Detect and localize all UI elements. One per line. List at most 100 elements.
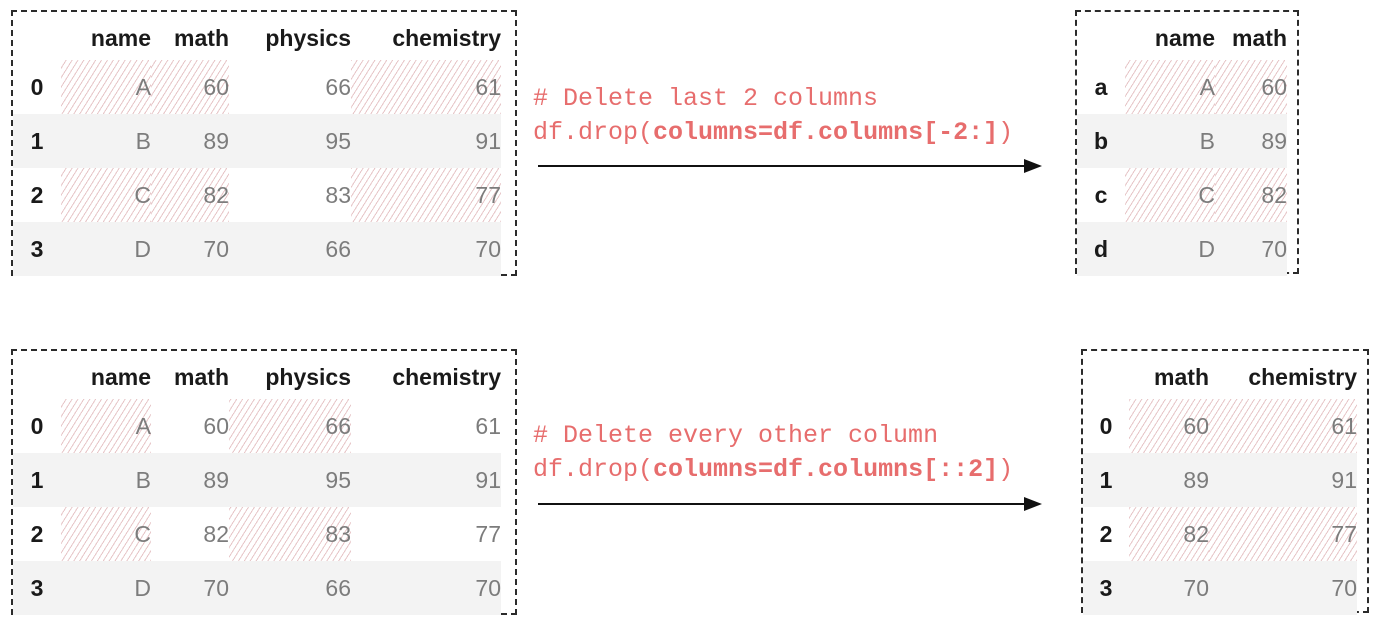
index-header xyxy=(13,355,61,399)
cell-name: D xyxy=(1198,235,1215,262)
index-header xyxy=(1083,355,1129,399)
code-comment: # Delete every other column xyxy=(533,421,939,450)
cell-math: 70 xyxy=(1183,574,1209,601)
cell-chemistry: 70 xyxy=(475,574,501,601)
cell-name: B xyxy=(135,466,151,493)
dataframe-after-2: math chemistry 0 60 61 1 89 91 2 82 77 3 xyxy=(1081,349,1369,615)
cell-name: D xyxy=(134,574,151,601)
code-call-args: columns=df.columns[-2:] xyxy=(653,118,999,147)
row-index: 2 xyxy=(30,181,44,208)
dataframe-before-1: name math physics chemistry 0 A 60 66 61… xyxy=(11,10,517,276)
table-before-2: name math physics chemistry 0 A 60 66 61… xyxy=(13,355,501,615)
table-row: 1 89 91 xyxy=(1083,453,1357,507)
cell-chemistry: 61 xyxy=(475,73,501,100)
table-after-2: math chemistry 0 60 61 1 89 91 2 82 77 3 xyxy=(1083,355,1357,615)
cell-physics: 66 xyxy=(325,235,351,262)
table-row: a A 60 xyxy=(1077,60,1287,114)
cell-chemistry: 70 xyxy=(475,235,501,262)
row-index: 3 xyxy=(1083,561,1129,615)
code-comment: # Delete last 2 columns xyxy=(533,84,879,113)
dataframe-after-1: name math a A 60 b B 89 c C 82 d D xyxy=(1075,10,1299,276)
cell-math: 60 xyxy=(203,73,229,100)
cell-chemistry: 77 xyxy=(475,181,501,208)
cell-name: C xyxy=(134,520,151,547)
row-index: a xyxy=(1094,73,1108,100)
cell-name: B xyxy=(1199,127,1215,154)
table-row: 2 C 82 83 77 xyxy=(13,168,501,222)
table-row: 3 D 70 66 70 xyxy=(13,561,501,615)
index-header xyxy=(13,16,61,60)
cell-chemistry: 70 xyxy=(1331,574,1357,601)
cell-physics: 66 xyxy=(325,412,351,439)
column-header-chemistry: chemistry xyxy=(392,24,501,51)
column-header-chemistry: chemistry xyxy=(1248,363,1357,390)
cell-math: 89 xyxy=(203,127,229,154)
arrow-right-icon xyxy=(538,159,1042,173)
table-before-1: name math physics chemistry 0 A 60 66 61… xyxy=(13,16,501,276)
index-header xyxy=(1077,16,1125,60)
column-header-name: name xyxy=(90,363,151,390)
column-header-chemistry: chemistry xyxy=(392,363,501,390)
cell-chemistry: 91 xyxy=(1331,466,1357,493)
table-after-1: name math a A 60 b B 89 c C 82 d D xyxy=(1077,16,1287,276)
table-row: 0 A 60 66 61 xyxy=(13,60,501,114)
row-index: 0 xyxy=(30,412,44,439)
row-index: 3 xyxy=(13,561,61,615)
cell-math: 82 xyxy=(1183,520,1209,547)
cell-name: C xyxy=(1198,181,1215,208)
cell-math: 82 xyxy=(1261,181,1287,208)
column-header-name: name xyxy=(1154,24,1215,51)
column-header-math: math xyxy=(174,363,229,390)
cell-name: C xyxy=(134,181,151,208)
code-call-args: columns=df.columns[::2] xyxy=(653,455,999,484)
cell-math: 60 xyxy=(1261,73,1287,100)
row-index: 2 xyxy=(30,520,44,547)
table-row: 1 B 89 95 91 xyxy=(13,114,501,168)
header-row: name math xyxy=(1077,16,1287,60)
column-header-math: math xyxy=(174,24,229,51)
cell-physics: 66 xyxy=(325,73,351,100)
cell-chemistry: 91 xyxy=(475,466,501,493)
cell-math: 82 xyxy=(203,181,229,208)
row-index: c xyxy=(1094,181,1108,208)
table-row: 0 A 60 66 61 xyxy=(13,399,501,453)
table-row: c C 82 xyxy=(1077,168,1287,222)
code-snippet-1: # Delete last 2 columns df.drop(columns=… xyxy=(533,82,1013,150)
row-index: 3 xyxy=(13,222,61,276)
cell-math: 89 xyxy=(203,466,229,493)
cell-physics: 95 xyxy=(325,127,351,154)
table-row: 3 70 70 xyxy=(1083,561,1357,615)
cell-chemistry: 91 xyxy=(475,127,501,154)
column-header-physics: physics xyxy=(265,363,351,390)
table-row: 3 D 70 66 70 xyxy=(13,222,501,276)
column-header-name: name xyxy=(90,24,151,51)
row-index: 0 xyxy=(1099,412,1113,439)
cell-math: 89 xyxy=(1183,466,1209,493)
cell-math: 70 xyxy=(203,235,229,262)
code-snippet-2: # Delete every other column df.drop(colu… xyxy=(533,419,1013,487)
cell-chemistry: 77 xyxy=(475,520,501,547)
table-row: b B 89 xyxy=(1077,114,1287,168)
dataframe-before-2: name math physics chemistry 0 A 60 66 61… xyxy=(11,349,517,615)
arrow-right-icon xyxy=(538,497,1042,511)
code-call-suffix: ) xyxy=(998,455,1014,484)
cell-name: B xyxy=(135,127,151,154)
code-call-suffix: ) xyxy=(998,118,1014,147)
column-header-math: math xyxy=(1232,24,1287,51)
row-index: b xyxy=(1077,114,1125,168)
header-row: name math physics chemistry xyxy=(13,16,501,60)
cell-name: A xyxy=(1199,73,1215,100)
cell-physics: 83 xyxy=(325,181,351,208)
column-header-physics: physics xyxy=(265,24,351,51)
cell-chemistry: 61 xyxy=(475,412,501,439)
cell-name: D xyxy=(134,235,151,262)
table-row: 2 82 77 xyxy=(1083,507,1357,561)
header-row: math chemistry xyxy=(1083,355,1357,399)
header-row: name math physics chemistry xyxy=(13,355,501,399)
table-row: 2 C 82 83 77 xyxy=(13,507,501,561)
column-header-math: math xyxy=(1154,363,1209,390)
row-index: 0 xyxy=(30,73,44,100)
cell-physics: 66 xyxy=(325,574,351,601)
table-row: d D 70 xyxy=(1077,222,1287,276)
cell-math: 89 xyxy=(1261,127,1287,154)
